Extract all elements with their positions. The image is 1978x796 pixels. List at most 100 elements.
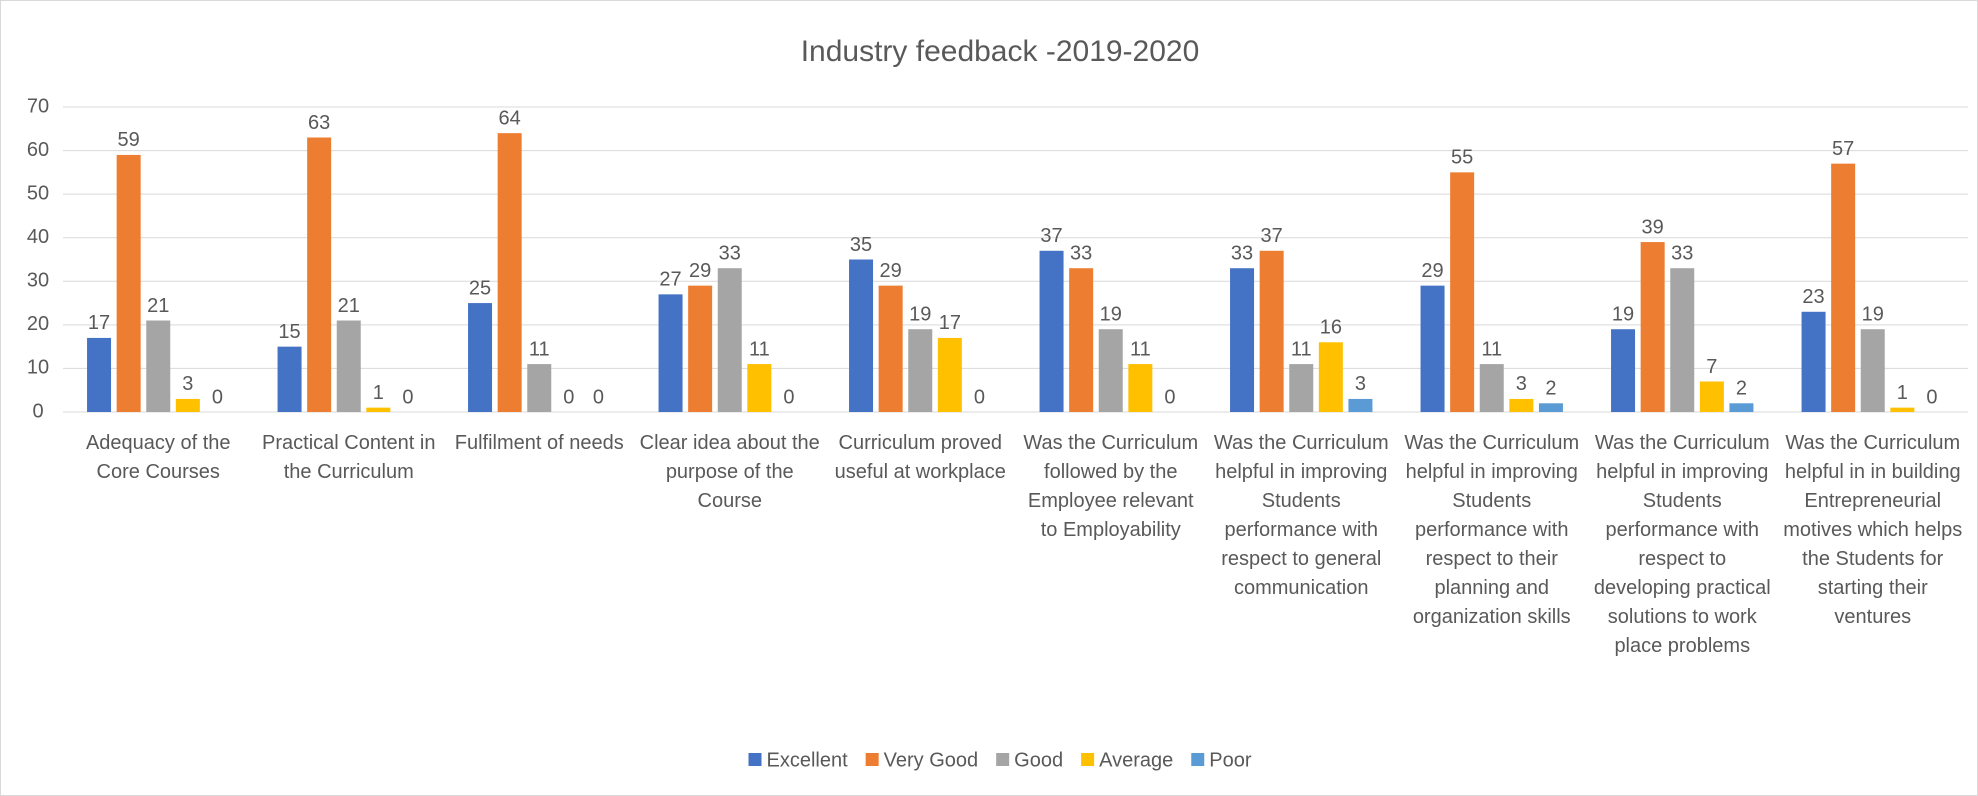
x-tick-line: followed by the: [1044, 461, 1177, 483]
bar: [1611, 329, 1636, 412]
bar: [1831, 163, 1856, 412]
x-tick-line: helpful in improving: [1596, 461, 1768, 483]
legend-swatch: [865, 753, 879, 766]
bar: [878, 285, 903, 412]
y-tick-label: 20: [27, 313, 49, 335]
legend: Excellent Very Good Good Average Poor: [748, 749, 1252, 771]
x-tick-line: respect to: [1638, 548, 1726, 570]
chart-title: Industry feedback -2019-2020: [801, 35, 1200, 68]
bar: [1699, 381, 1724, 412]
bar: [497, 133, 522, 412]
x-tick-line: the Curriculum: [284, 461, 414, 483]
bar: [1128, 364, 1153, 412]
x-tick-line: Adequacy of the: [86, 432, 231, 454]
x-tick-label: Curriculum proved useful at workplace: [835, 432, 1006, 483]
data-label: 19: [1612, 303, 1634, 325]
bar: [527, 364, 552, 412]
x-tick-line: solutions to work: [1608, 606, 1758, 628]
data-label: 11: [749, 338, 770, 360]
x-tick-line: Was the Curriculum: [1404, 432, 1579, 454]
data-label: 17: [939, 312, 961, 334]
x-tick-label: Was the Curriculum helpful in improving St…: [1214, 432, 1389, 599]
data-label: 63: [308, 112, 330, 134]
legend-swatch: [996, 753, 1010, 766]
x-tick-label: Was the Curriculum helpful in in building…: [1783, 432, 1962, 628]
bar: [1289, 364, 1314, 412]
data-label: 21: [147, 295, 169, 317]
bar: [1318, 342, 1343, 412]
data-label: 0: [1926, 386, 1937, 408]
bar: [1801, 311, 1826, 412]
x-tick-line: Was the Curriculum: [1785, 432, 1960, 454]
x-tick-line: Practical Content in: [262, 432, 435, 454]
x-tick-line: ventures: [1834, 606, 1911, 628]
data-label: 3: [182, 373, 193, 395]
data-label: 0: [974, 386, 985, 408]
bar: [849, 259, 874, 412]
bar: [1230, 268, 1255, 412]
data-label: 11: [1291, 338, 1312, 360]
bar: [1640, 242, 1665, 412]
data-label: 0: [212, 386, 223, 408]
data-label: 64: [499, 107, 521, 129]
data-label: 3: [1355, 373, 1366, 395]
data-label: 29: [689, 260, 711, 282]
x-tick-label: Adequacy of the Core Courses: [86, 432, 231, 483]
x-tick-line: planning and: [1434, 577, 1549, 599]
x-tick-line: helpful in improving: [1406, 461, 1578, 483]
data-label: 0: [402, 386, 413, 408]
bar: [1860, 329, 1885, 412]
x-tick-line: Students: [1452, 490, 1531, 512]
y-tick-label: 50: [27, 182, 49, 204]
bar: [146, 320, 171, 412]
y-tick-label: 0: [32, 400, 43, 422]
x-tick-line: helpful in in building: [1785, 461, 1961, 483]
x-tick-line: place problems: [1614, 635, 1750, 657]
data-label: 29: [880, 260, 902, 282]
x-tick-line: performance with: [1225, 519, 1378, 541]
bar: [1509, 398, 1534, 412]
bar: [1039, 250, 1064, 412]
y-tick-label: 10: [27, 357, 49, 379]
bar: [1670, 268, 1695, 412]
x-tick-line: respect to general: [1221, 548, 1381, 570]
data-label: 1: [1897, 382, 1908, 404]
x-tick-line: Core Courses: [97, 461, 220, 483]
data-label: 35: [850, 234, 872, 256]
data-label: 15: [278, 321, 300, 343]
bar: [1069, 268, 1094, 412]
data-label: 3: [1516, 373, 1527, 395]
x-tick-line: Was the Curriculum: [1023, 432, 1198, 454]
bar: [366, 407, 391, 412]
y-tick-label: 70: [27, 95, 49, 117]
y-tick-label: 30: [27, 270, 49, 292]
x-tick-line: Was the Curriculum: [1595, 432, 1770, 454]
bar: [468, 303, 493, 412]
x-tick-line: useful at workplace: [835, 461, 1006, 483]
data-label: 57: [1832, 138, 1854, 160]
bar: [175, 398, 200, 412]
x-tick-line: to Employability: [1041, 519, 1181, 541]
data-label: 19: [1862, 303, 1884, 325]
x-tick-label: Was the Curriculum followed by the Employe…: [1023, 432, 1198, 541]
bar: [307, 137, 332, 412]
bar: [1420, 285, 1445, 412]
bar: [1729, 403, 1754, 412]
legend-label: Average: [1099, 749, 1173, 771]
x-tick-line: Entrepreneurial: [1804, 490, 1941, 512]
data-label: 37: [1040, 225, 1062, 247]
x-tick-line: Course: [698, 490, 762, 512]
bar: [1538, 403, 1563, 412]
data-label: 33: [1070, 242, 1092, 264]
data-label: 33: [1671, 242, 1693, 264]
data-label: 2: [1736, 378, 1747, 400]
x-tick-line: Was the Curriculum: [1214, 432, 1389, 454]
legend-label: Good: [1014, 749, 1063, 771]
bar: [116, 154, 141, 412]
x-tick-line: starting their: [1818, 577, 1928, 599]
bar: [1890, 407, 1915, 412]
legend-label: Poor: [1209, 749, 1252, 771]
bar: [1348, 398, 1373, 412]
data-label: 29: [1421, 260, 1443, 282]
y-tick-label: 40: [27, 226, 49, 248]
